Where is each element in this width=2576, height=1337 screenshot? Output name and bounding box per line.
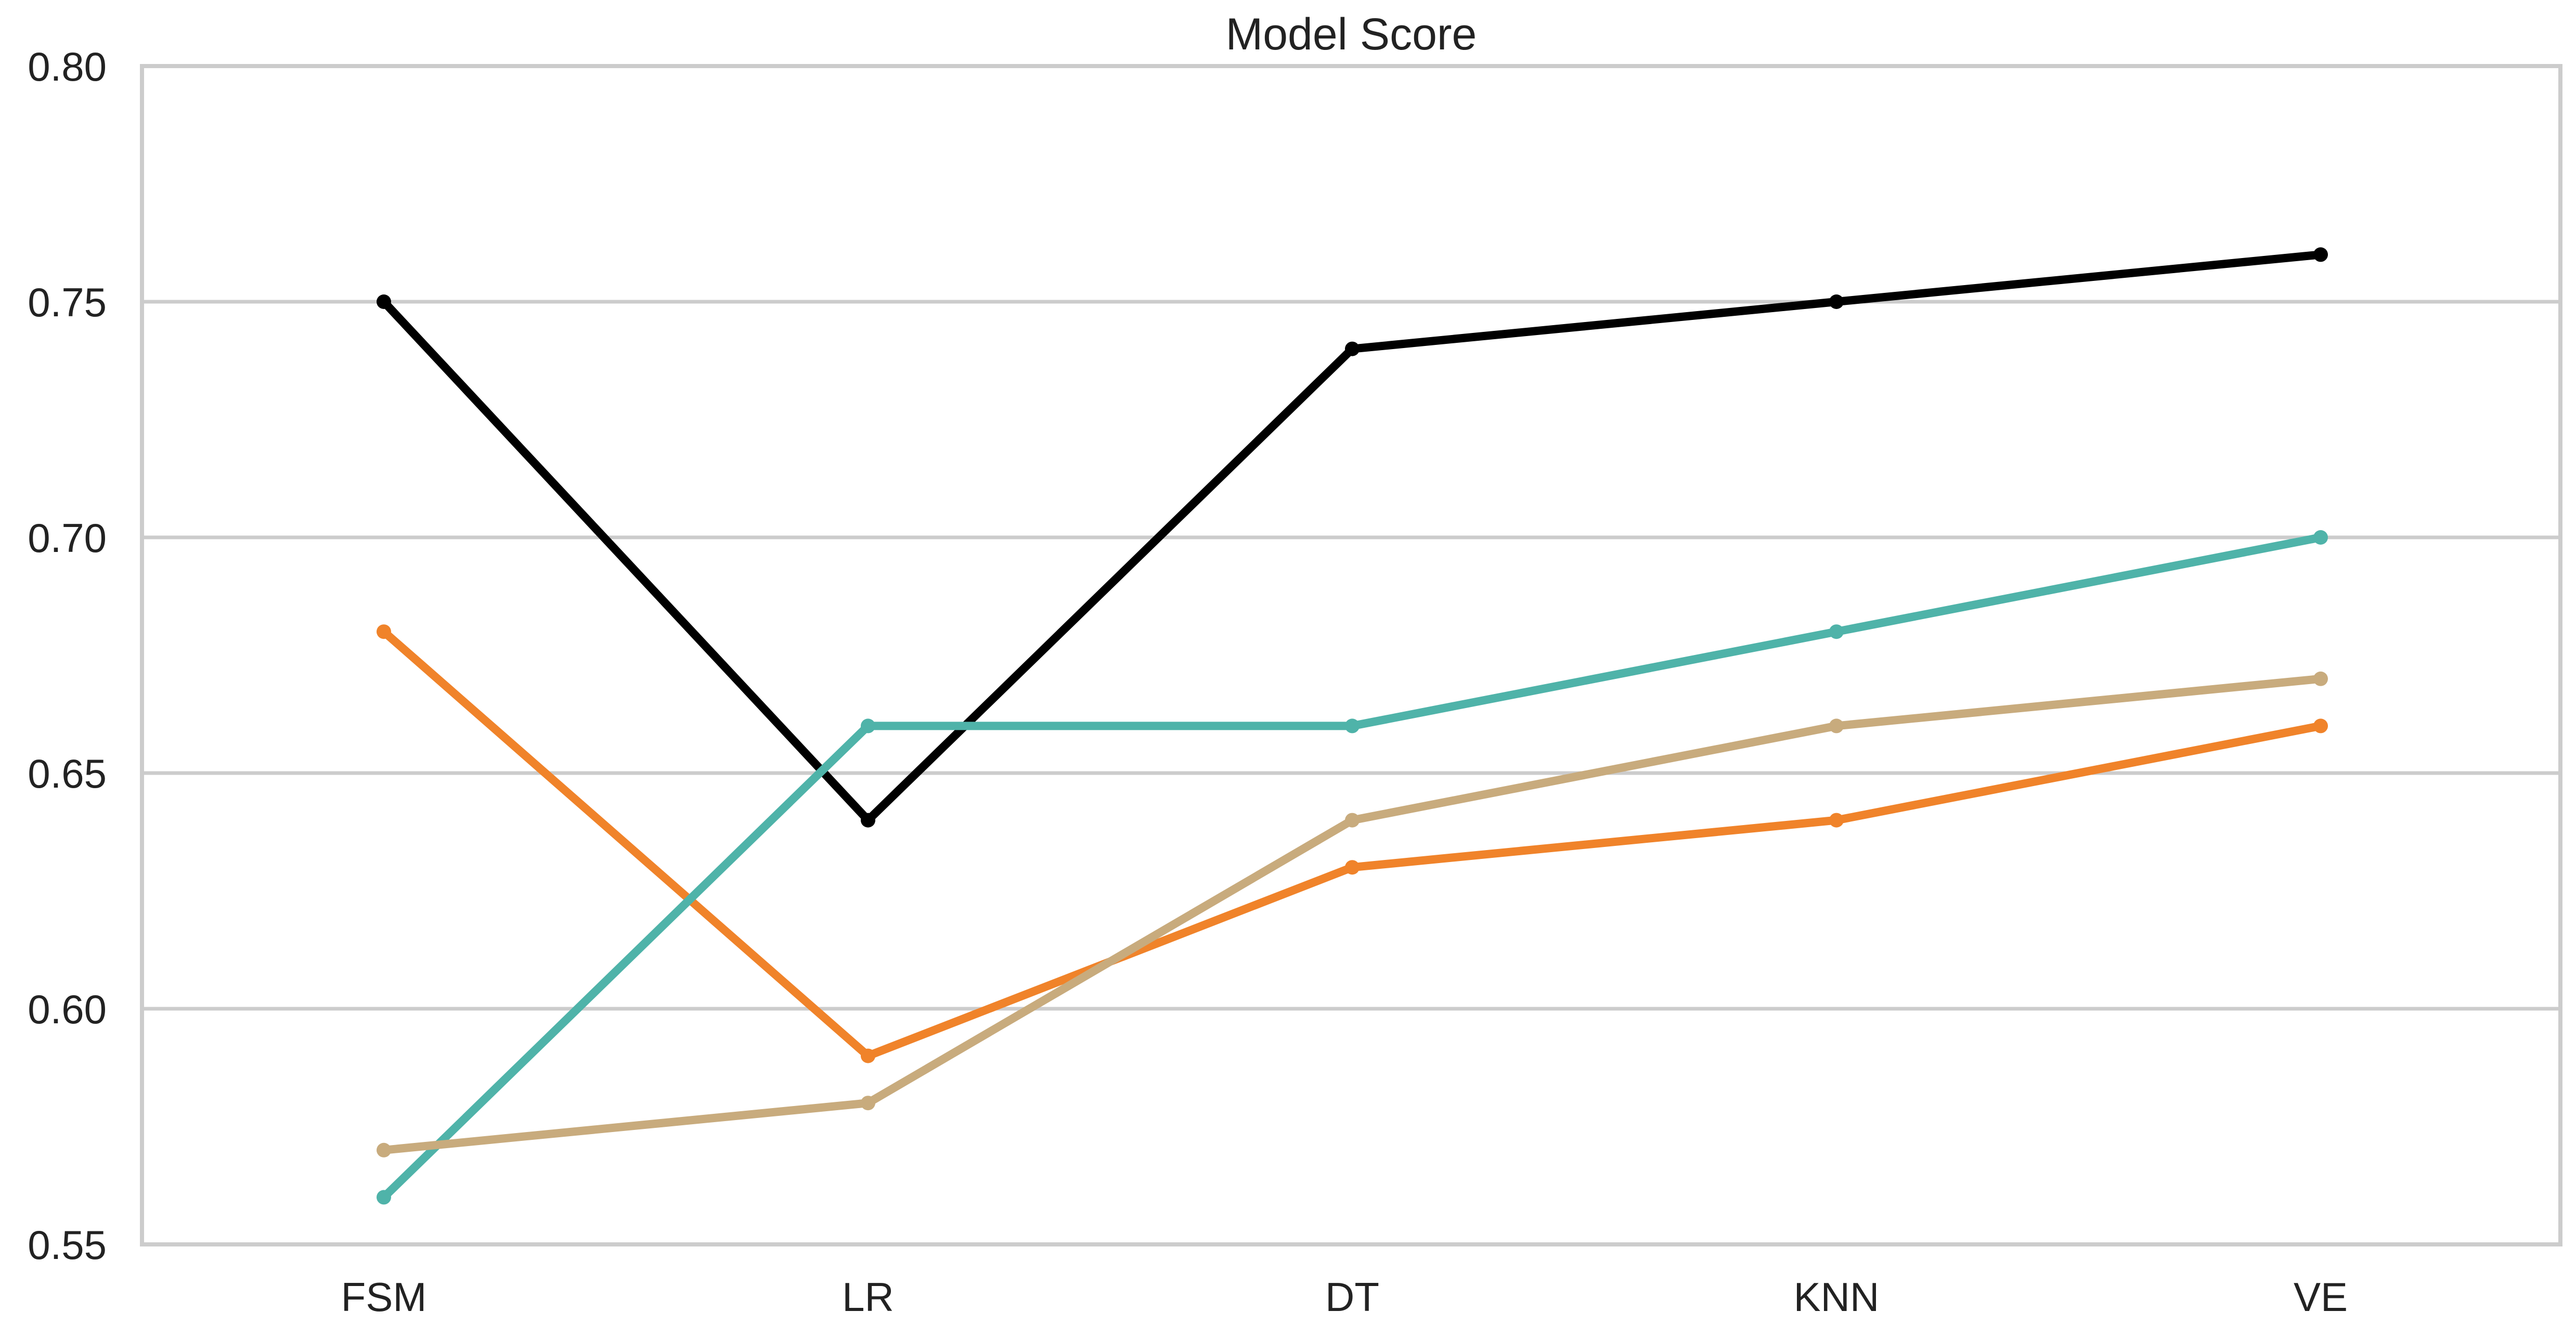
x-tick-labels: FSM LR DT KNN VE — [341, 1274, 2348, 1320]
data-point — [1345, 860, 1360, 875]
y-tick-label: 0.60 — [28, 986, 107, 1032]
data-point — [1829, 624, 1844, 639]
data-point — [1829, 718, 1844, 734]
x-tick-label: DT — [1325, 1274, 1379, 1320]
data-point — [377, 624, 391, 639]
series-4 — [377, 671, 2328, 1158]
data-point — [377, 294, 391, 309]
data-point — [1829, 294, 1844, 309]
data-point — [1345, 718, 1360, 734]
series-layer — [377, 247, 2328, 1205]
series-line — [380, 627, 2325, 1060]
y-tick-label: 0.65 — [28, 751, 107, 796]
series-1 — [377, 247, 2328, 828]
y-tick-label: 0.80 — [28, 44, 107, 89]
y-tick-labels: 0.55 0.60 0.65 0.70 0.75 0.80 — [28, 44, 107, 1268]
chart-title: Model Score — [1226, 9, 1477, 59]
series-2 — [377, 624, 2328, 1063]
data-point — [861, 813, 875, 828]
x-tick-label: LR — [842, 1274, 894, 1320]
data-point — [1829, 813, 1844, 828]
plot-frame — [140, 64, 2562, 1246]
data-point — [861, 1096, 875, 1111]
data-point — [1345, 341, 1360, 356]
x-tick-label: FSM — [341, 1274, 427, 1320]
data-point — [861, 718, 875, 734]
series-3 — [377, 530, 2328, 1205]
x-tick-label: KNN — [1794, 1274, 1880, 1320]
data-point — [861, 1048, 875, 1063]
y-tick-label: 0.75 — [28, 279, 107, 325]
data-point — [2313, 530, 2328, 545]
y-tick-label: 0.55 — [28, 1222, 107, 1268]
data-point — [1345, 813, 1360, 828]
data-point — [2313, 247, 2328, 262]
data-point — [377, 1190, 391, 1205]
grid-lines — [142, 64, 2560, 1246]
data-point — [2313, 671, 2328, 686]
data-point — [377, 1142, 391, 1158]
x-tick-label: VE — [2294, 1274, 2348, 1320]
data-point — [2313, 718, 2328, 734]
y-tick-label: 0.70 — [28, 515, 107, 561]
